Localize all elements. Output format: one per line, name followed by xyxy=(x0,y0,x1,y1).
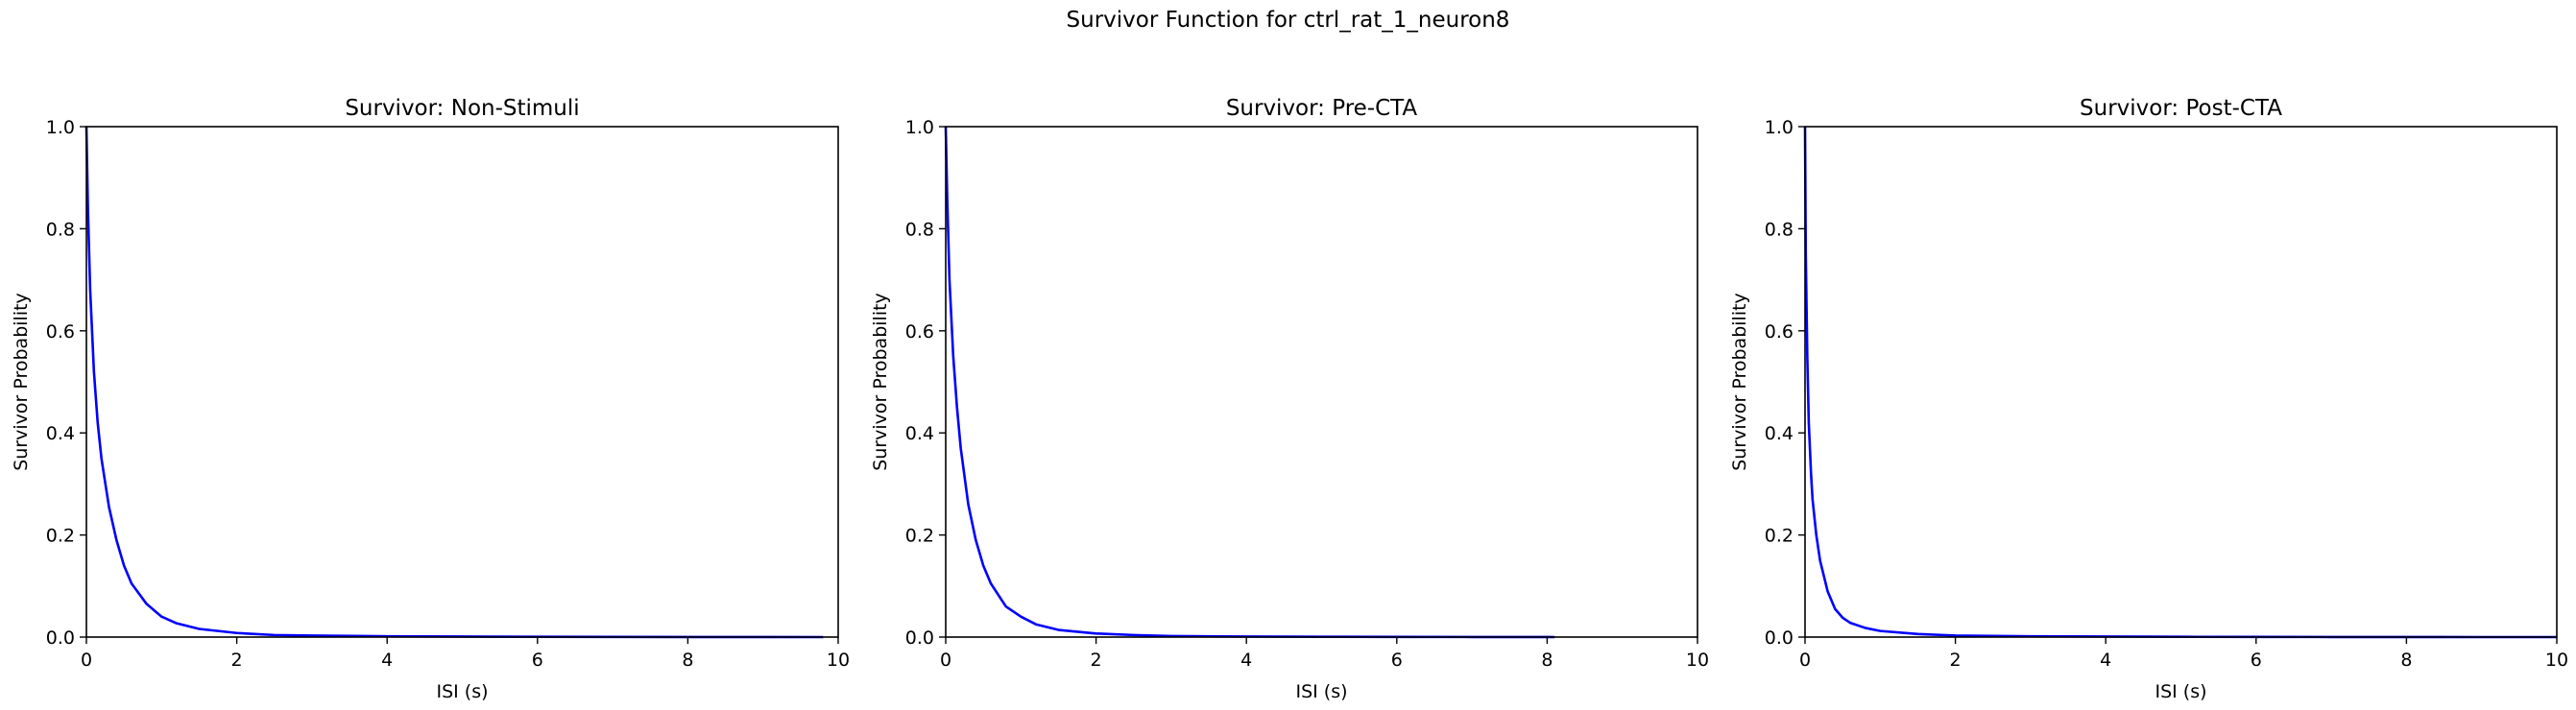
x-tick-label: 4 xyxy=(1240,650,1252,671)
y-tick-label: 0.0 xyxy=(905,627,934,649)
x-axis-label: ISI (s) xyxy=(1295,681,1347,702)
y-tick-label: 0.2 xyxy=(1765,526,1794,547)
x-tick-label: 6 xyxy=(532,650,543,671)
x-tick-label: 2 xyxy=(231,650,243,671)
x-tick-label: 8 xyxy=(682,650,693,671)
y-tick-label: 0.2 xyxy=(905,526,934,547)
y-tick-label: 0.4 xyxy=(905,423,934,444)
x-axis-label: ISI (s) xyxy=(2155,681,2206,702)
y-axis-label: Survivor Probability xyxy=(11,293,32,471)
x-axis-label: ISI (s) xyxy=(436,681,488,702)
x-tick-label: 6 xyxy=(1391,650,1403,671)
x-tick-label: 8 xyxy=(2400,650,2412,671)
y-tick-label: 0.6 xyxy=(46,321,75,343)
y-tick-label: 0.0 xyxy=(1765,627,1794,649)
y-tick-label: 0.8 xyxy=(905,219,934,240)
x-tick-label: 2 xyxy=(1950,650,1962,671)
y-tick-label: 0.8 xyxy=(46,219,75,240)
y-tick-label: 1.0 xyxy=(1765,117,1794,138)
x-tick-label: 10 xyxy=(827,650,850,671)
x-tick-label: 8 xyxy=(1541,650,1553,671)
y-tick-label: 0.8 xyxy=(1765,219,1794,240)
y-tick-label: 0.6 xyxy=(905,321,934,343)
y-tick-label: 0.4 xyxy=(1765,423,1794,444)
y-tick-label: 1.0 xyxy=(46,117,75,138)
subplot-title: Survivor: Post-CTA xyxy=(2080,96,2282,121)
survivor-curve-line xyxy=(1803,126,2557,639)
x-tick-label: 4 xyxy=(2100,650,2111,671)
x-tick-label: 6 xyxy=(2251,650,2262,671)
y-tick-label: 1.0 xyxy=(905,117,934,138)
figure-suptitle: Survivor Function for ctrl_rat_1_neuron8 xyxy=(1066,8,1510,33)
x-tick-label: 0 xyxy=(940,650,951,671)
y-tick-label: 0.4 xyxy=(46,423,75,444)
axes-frame xyxy=(85,126,839,638)
y-tick-label: 0.0 xyxy=(46,627,75,649)
survivor-curve-line xyxy=(84,126,824,639)
y-axis-label: Survivor Probability xyxy=(1729,293,1750,471)
x-tick-label: 0 xyxy=(1799,650,1811,671)
subplot-title: Survivor: Pre-CTA xyxy=(1226,96,1418,121)
y-axis-label: Survivor Probability xyxy=(870,293,891,471)
subplot-3: 0 2 4 6 8 10 0.0 0.2 0.4 0.6 0.8 1.0 Survivor: Post-… xyxy=(1729,96,2568,702)
subplot-title: Survivor: Non-Stimuli xyxy=(345,96,579,121)
x-tick-label: 0 xyxy=(81,650,92,671)
survivor-curve-line xyxy=(944,126,1555,639)
y-tick-label: 0.2 xyxy=(46,526,75,547)
axes-frame xyxy=(945,126,1698,638)
axes-frame xyxy=(1804,126,2558,638)
x-tick-label: 2 xyxy=(1091,650,1102,671)
x-tick-label: 10 xyxy=(2545,650,2568,671)
y-tick-label: 0.6 xyxy=(1765,321,1794,343)
subplot-1: 0 2 4 6 8 10 0.0 0.2 0.4 0.6 0.8 1.0 Survivor: Non-S… xyxy=(11,96,850,702)
subplot-2: 0 2 4 6 8 10 0.0 0.2 0.4 0.6 0.8 1.0 Survivor: Pre-C… xyxy=(870,96,1709,702)
x-tick-label: 4 xyxy=(381,650,393,671)
x-tick-label: 10 xyxy=(1686,650,1709,671)
